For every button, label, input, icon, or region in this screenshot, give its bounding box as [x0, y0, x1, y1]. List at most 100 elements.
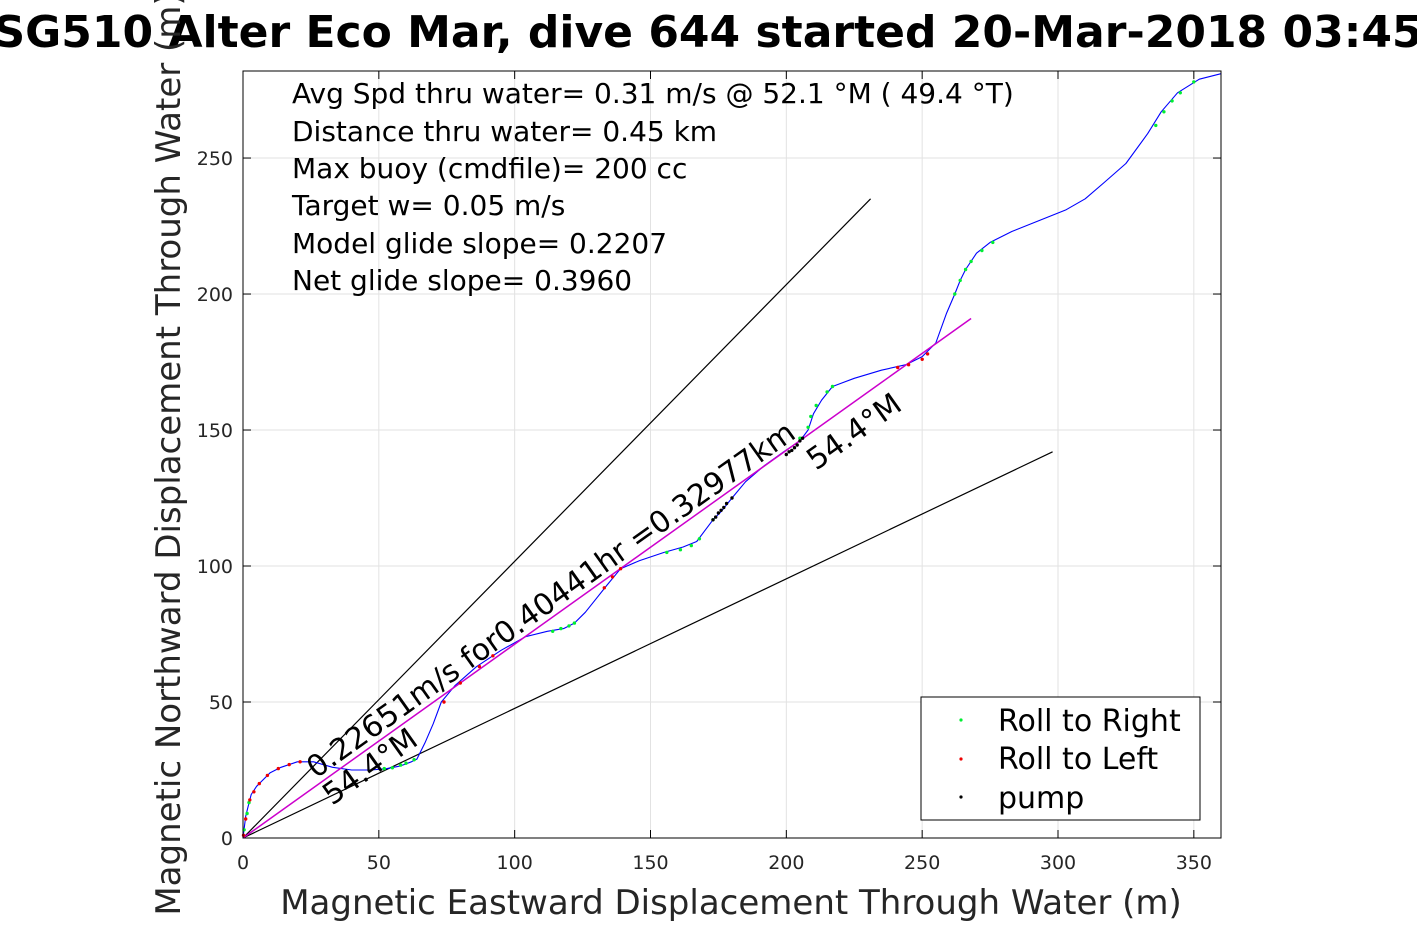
info-net-glide-slope: Net glide slope= 0.3960 [292, 264, 632, 297]
roll-right-point [806, 425, 810, 429]
roll-right-point [245, 811, 249, 816]
roll-right-point [958, 278, 962, 283]
roll-left-point [925, 352, 930, 356]
y-tick-label: 50 [209, 692, 233, 714]
x-tick-label: 0 [237, 852, 249, 874]
roll-right-point [398, 763, 403, 767]
roll-right-point [953, 292, 957, 296]
roll-left-point [477, 664, 482, 669]
pump-point [730, 496, 734, 500]
roll-right-point [825, 390, 829, 394]
pump-point [798, 439, 802, 443]
roll-left-point [265, 773, 270, 778]
roll-right-point [963, 267, 968, 272]
info-distance: Distance thru water= 0.45 km [292, 115, 717, 148]
roll-right-point [382, 766, 386, 771]
y-tick-label: 100 [197, 556, 233, 578]
pump-point [784, 452, 788, 457]
roll-right-point [814, 403, 818, 408]
roll-right-point [551, 629, 555, 633]
roll-right-point [830, 384, 835, 389]
roll-left-point [248, 798, 252, 802]
y-tick-label: 150 [197, 420, 233, 442]
pump-point [719, 508, 723, 512]
x-tick-label: 250 [904, 852, 940, 874]
roll-left-point [896, 365, 900, 370]
roll-left-point [257, 781, 261, 786]
roll-left-point [276, 766, 280, 771]
roll-right-point [1162, 110, 1166, 114]
roll-right-point [689, 543, 693, 548]
y-axis-label: Magnetic Northward Displacement Through … [149, 0, 189, 916]
roll-right-point [991, 240, 995, 245]
info-avg-speed: Avg Spd thru water= 0.31 m/s @ 52.1 °M (… [292, 77, 1014, 110]
chart-title: SG510 Alter Eco Mar, dive 644 started 20… [0, 7, 1417, 58]
info-max-buoy: Max buoy (cmdfile)= 200 cc [292, 152, 687, 185]
roll-left-point [244, 817, 248, 821]
roll-right-point [572, 621, 577, 625]
pump-point [790, 448, 794, 453]
roll-right-point [980, 248, 984, 253]
roll-left-point [298, 760, 302, 764]
x-tick-label: 300 [1040, 852, 1076, 874]
marker-layer [241, 80, 1196, 837]
lower-guide-line [242, 451, 1053, 839]
plot-frame [242, 70, 1222, 839]
roll-right-point [559, 626, 563, 631]
guide-lines [242, 198, 1053, 839]
roll-right-point [247, 800, 251, 805]
roll-right-point [665, 550, 669, 555]
pump-point [711, 518, 715, 522]
legend-box [920, 696, 1201, 821]
axis-ticks: 0 50 100 150 200 250 300 350 0 50 100 150 200 250 [197, 71, 1221, 874]
legend-label-roll-right: Roll to Right [998, 704, 1181, 739]
x-tick-label: 100 [497, 852, 533, 874]
x-tick-label: 200 [768, 852, 804, 874]
roll-left-point [442, 700, 446, 704]
roll-left-point [491, 654, 495, 658]
info-model-glide-slope: Model glide slope= 0.2207 [292, 227, 667, 260]
roll-left-point [602, 586, 606, 590]
roll-right-point [1170, 99, 1174, 103]
pump-point [716, 511, 721, 515]
pump-point [722, 505, 726, 510]
roll-left-point [618, 567, 623, 571]
legend-label-pump: pump [998, 781, 1084, 816]
roll-right-point [1192, 80, 1196, 84]
pump-point [787, 450, 791, 454]
roll-right-point [678, 548, 683, 552]
pump-point [792, 446, 797, 450]
roll-right-point [390, 766, 395, 770]
roll-right-point [412, 758, 416, 762]
roll-right-point [1178, 91, 1183, 95]
upper-guide-line [242, 198, 872, 839]
roll-left-point [906, 363, 911, 367]
roll-right-point [404, 761, 408, 765]
roll-right-point [567, 624, 571, 628]
roll-right-point [697, 537, 702, 541]
legend-marker-roll-left [959, 757, 963, 761]
roll-right-point [1154, 123, 1158, 128]
net-path-line [242, 317, 972, 839]
pump-point [795, 443, 799, 447]
y-tick-label: 0 [221, 828, 233, 850]
pump-point [800, 436, 805, 440]
roll-right-point [798, 436, 802, 440]
series-layer [242, 73, 1222, 839]
legend-marker-roll-right [959, 718, 963, 722]
x-tick-label: 150 [632, 852, 668, 874]
x-tick-label: 50 [367, 852, 391, 874]
x-tick-label: 350 [1176, 852, 1212, 874]
pump-point [714, 515, 718, 519]
legend-label-roll-left: Roll to Left [998, 742, 1158, 777]
roll-left-point [610, 575, 615, 579]
track-line [242, 73, 1222, 839]
y-tick-label: 200 [197, 284, 233, 306]
y-tick-label: 250 [197, 148, 233, 170]
roll-left-point [920, 357, 924, 361]
info-target-w: Target w= 0.05 m/s [291, 189, 565, 222]
roll-left-point [458, 681, 462, 685]
pump-point [724, 501, 729, 506]
x-axis-label: Magnetic Eastward Displacement Through W… [280, 883, 1182, 923]
